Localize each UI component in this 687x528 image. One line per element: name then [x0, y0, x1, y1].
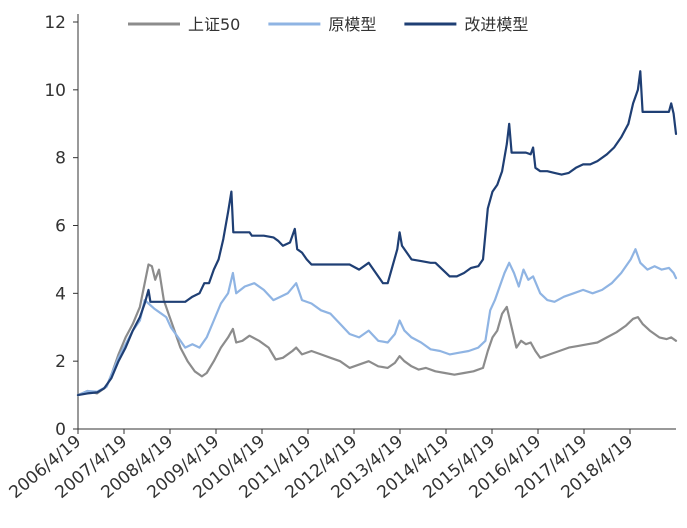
- y-tick-label: 12: [44, 13, 66, 33]
- legend-label-2: 原模型: [328, 15, 376, 34]
- y-tick-label: 0: [55, 420, 66, 440]
- y-tick-label: 2: [55, 352, 66, 372]
- y-tick-label: 6: [55, 217, 66, 237]
- y-tick-label: 4: [55, 284, 66, 304]
- y-axis: 0 2 4 6 8 10 12: [44, 13, 79, 440]
- x-axis: 2006/4/192007/4/192008/4/192009/4/192010…: [6, 428, 676, 503]
- legend: 上证50 原模型 改进模型: [128, 15, 528, 34]
- legend-label-1: 上证50: [188, 15, 240, 34]
- series-layer: [76, 70, 678, 397]
- y-tick-label: 10: [44, 81, 66, 101]
- series-line-1: [76, 263, 678, 397]
- series-line-2: [76, 248, 678, 397]
- series-line-3: [76, 70, 678, 397]
- legend-label-3: 改进模型: [464, 15, 528, 34]
- y-tick-label: 8: [55, 149, 66, 169]
